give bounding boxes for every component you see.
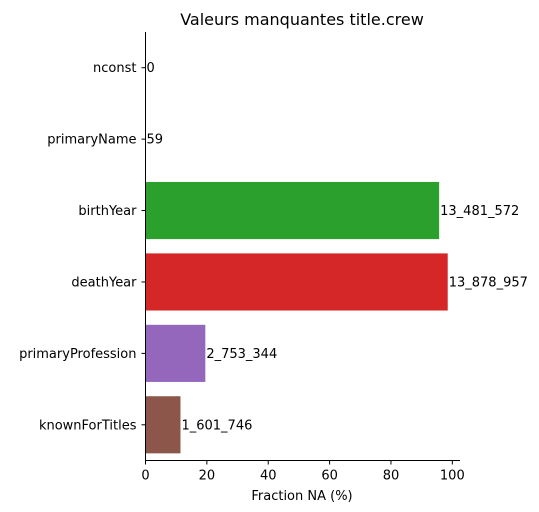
bar-deathYear	[145, 253, 448, 311]
x-tick-label-20: 20	[199, 469, 216, 484]
data-label-birthYear: 13_481_572	[440, 204, 519, 219]
data-labels: 0 59 13_481_572 13_878_957 2_753_344 1_601_74…	[147, 61, 528, 433]
bar-primaryProfession	[145, 324, 206, 382]
y-tick-label-birthYear: birthYear	[78, 204, 137, 219]
data-label-primaryName: 59	[147, 133, 164, 148]
bars-group	[145, 110, 448, 454]
data-label-deathYear: 13_878_957	[449, 275, 528, 290]
x-tick-label-0: 0	[141, 469, 149, 484]
chart-title: Valeurs manquantes title.crew	[180, 10, 424, 29]
x-ticks: 0 20 40 60 80 100	[141, 460, 465, 484]
x-tick-label-60: 60	[321, 469, 338, 484]
y-tick-label-primaryProfession: primaryProfession	[19, 347, 136, 362]
data-label-primaryProfession: 2_753_344	[206, 347, 277, 362]
bar-birthYear	[145, 181, 440, 240]
x-axis-label: Fraction NA (%)	[251, 489, 352, 504]
x-tick-label-100: 100	[440, 469, 465, 484]
bar-knownForTitles	[145, 396, 181, 454]
data-label-nconst: 0	[147, 61, 155, 76]
y-tick-label-primaryName: primaryName	[47, 133, 136, 148]
y-tick-label-deathYear: deathYear	[71, 275, 137, 290]
data-label-knownForTitles: 1_601_746	[181, 418, 252, 433]
x-tick-label-40: 40	[260, 469, 277, 484]
y-tick-label-nconst: nconst	[93, 61, 136, 76]
y-tick-label-knownForTitles: knownForTitles	[39, 418, 137, 433]
x-tick-label-80: 80	[383, 469, 400, 484]
y-tick-labels: nconst primaryName birthYear deathYear prima…	[19, 61, 146, 433]
